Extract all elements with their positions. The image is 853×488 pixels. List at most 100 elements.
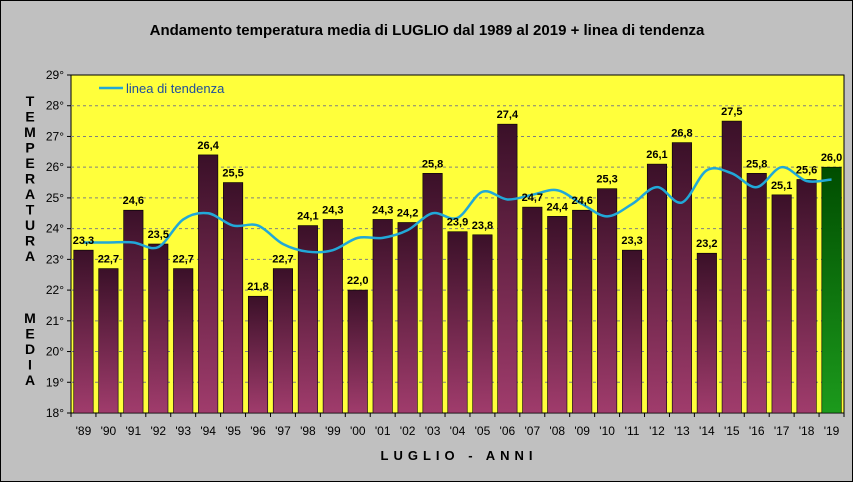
y-axis-title-letter: M [24,124,36,140]
value-label: 24,3 [322,204,343,216]
y-tick-label: 26° [46,160,64,174]
bar-06 [497,123,518,414]
x-tick-label: '00 [350,424,366,438]
y-axis-title-letter: E [25,155,34,171]
x-tick-label: '17 [774,424,790,438]
value-labels: 23,3 22,7 24,6 23,5 22,7 26,4 25,5 21,8 22,7 24,1… [73,106,842,293]
x-tick-label: '94 [200,424,216,438]
value-label: 25,6 [796,164,817,176]
y-axis-title-letter: I [28,357,32,373]
y-axis-title-letter: E [25,109,34,125]
trend-layer [83,165,832,254]
y-tick-label: 19° [46,375,64,389]
value-label: 21,8 [247,281,268,293]
x-tick-label: '96 [250,424,266,438]
x-tick-label: '99 [325,424,341,438]
value-label: 24,6 [123,195,144,207]
bar-12 [646,163,668,414]
y-axis-title-letter: E [25,326,34,342]
value-label: 23,8 [472,220,493,232]
x-tick-label: '06 [500,424,516,438]
bar-91 [123,209,144,414]
x-tick-label: '89 [76,424,92,438]
value-label: 24,4 [547,201,569,213]
bar-16 [746,173,767,414]
value-label: 24,3 [372,204,393,216]
bar-01 [372,219,393,414]
bar-97 [272,268,293,414]
y-axis-title-letter: A [25,248,35,264]
bar-05 [472,234,493,414]
x-tick-label: '92 [150,424,166,438]
chart-title: Andamento temperatura media di LUGLIO da… [150,22,705,39]
y-axis-title-letter: R [25,171,35,187]
x-axis-title: LUGLIO - ANNI [381,448,538,463]
y-axis-title-letter: P [25,140,34,156]
bar-15 [721,120,742,414]
y-tick-label: 27° [46,129,64,143]
x-tick-label: '03 [425,424,441,438]
value-label: 22,0 [347,275,368,287]
value-label: 25,8 [422,158,443,170]
x-tick-label: '04 [450,424,466,438]
bar-10 [597,188,618,414]
value-label: 22,7 [172,254,193,266]
y-axis-ticks: 18° 19° 20° 21° 22° 23° 24° 25° 26° 27° 28° 29° [46,68,71,420]
x-tick-label: '19 [824,424,840,438]
x-tick-label: '90 [101,424,117,438]
x-tick-label: '98 [300,424,316,438]
x-tick-label: '09 [574,424,590,438]
value-label: 26,4 [197,140,219,152]
value-label: 23,3 [73,235,94,247]
value-label: 22,7 [98,254,119,266]
y-tick-label: 25° [46,191,64,205]
bar-09 [572,209,593,414]
bar-11 [622,249,643,414]
x-tick-label: '10 [599,424,615,438]
bar-03 [422,173,443,414]
y-tick-label: 21° [46,314,64,328]
x-tick-label: '93 [175,424,191,438]
value-label: 24,1 [297,211,318,223]
x-tick-label: '01 [375,424,391,438]
x-tick-label: '16 [749,424,765,438]
x-tick-label: '95 [225,424,241,438]
y-axis-title-letter: T [26,93,35,109]
bar-17 [771,194,792,414]
bars [73,120,842,414]
value-label: 24,2 [397,207,418,219]
bar-02 [397,222,418,414]
y-tick-label: 22° [46,283,64,297]
x-tick-label: '08 [549,424,565,438]
value-label: 25,5 [222,168,243,180]
value-label: 25,1 [771,180,792,192]
bar-96 [247,295,269,414]
bar-08 [547,216,568,414]
y-axis-title-letter: D [25,341,35,357]
x-tick-label: '12 [649,424,665,438]
y-tick-label: 28° [46,99,64,113]
value-label: 25,3 [596,174,617,186]
value-label: 26,1 [646,149,667,161]
bar-90 [98,268,119,414]
value-label: 23,2 [696,238,717,250]
value-label: 24,7 [522,192,543,204]
y-tick-label: 24° [46,222,64,236]
bar-89 [73,249,94,414]
x-tick-label: '91 [126,424,142,438]
y-axis-title-letter: T [26,202,35,218]
value-label: 27,5 [721,106,742,118]
x-tick-label: '18 [799,424,815,438]
bar-19 [821,166,842,414]
bar-18 [796,179,817,414]
value-label: 27,4 [497,109,519,121]
value-label: 22,7 [272,254,293,266]
value-label: 23,5 [148,229,169,241]
y-axis-title-letter: A [25,372,35,388]
x-tick-label: '15 [724,424,740,438]
bar-95 [223,182,244,414]
value-label: 26,0 [821,152,842,164]
